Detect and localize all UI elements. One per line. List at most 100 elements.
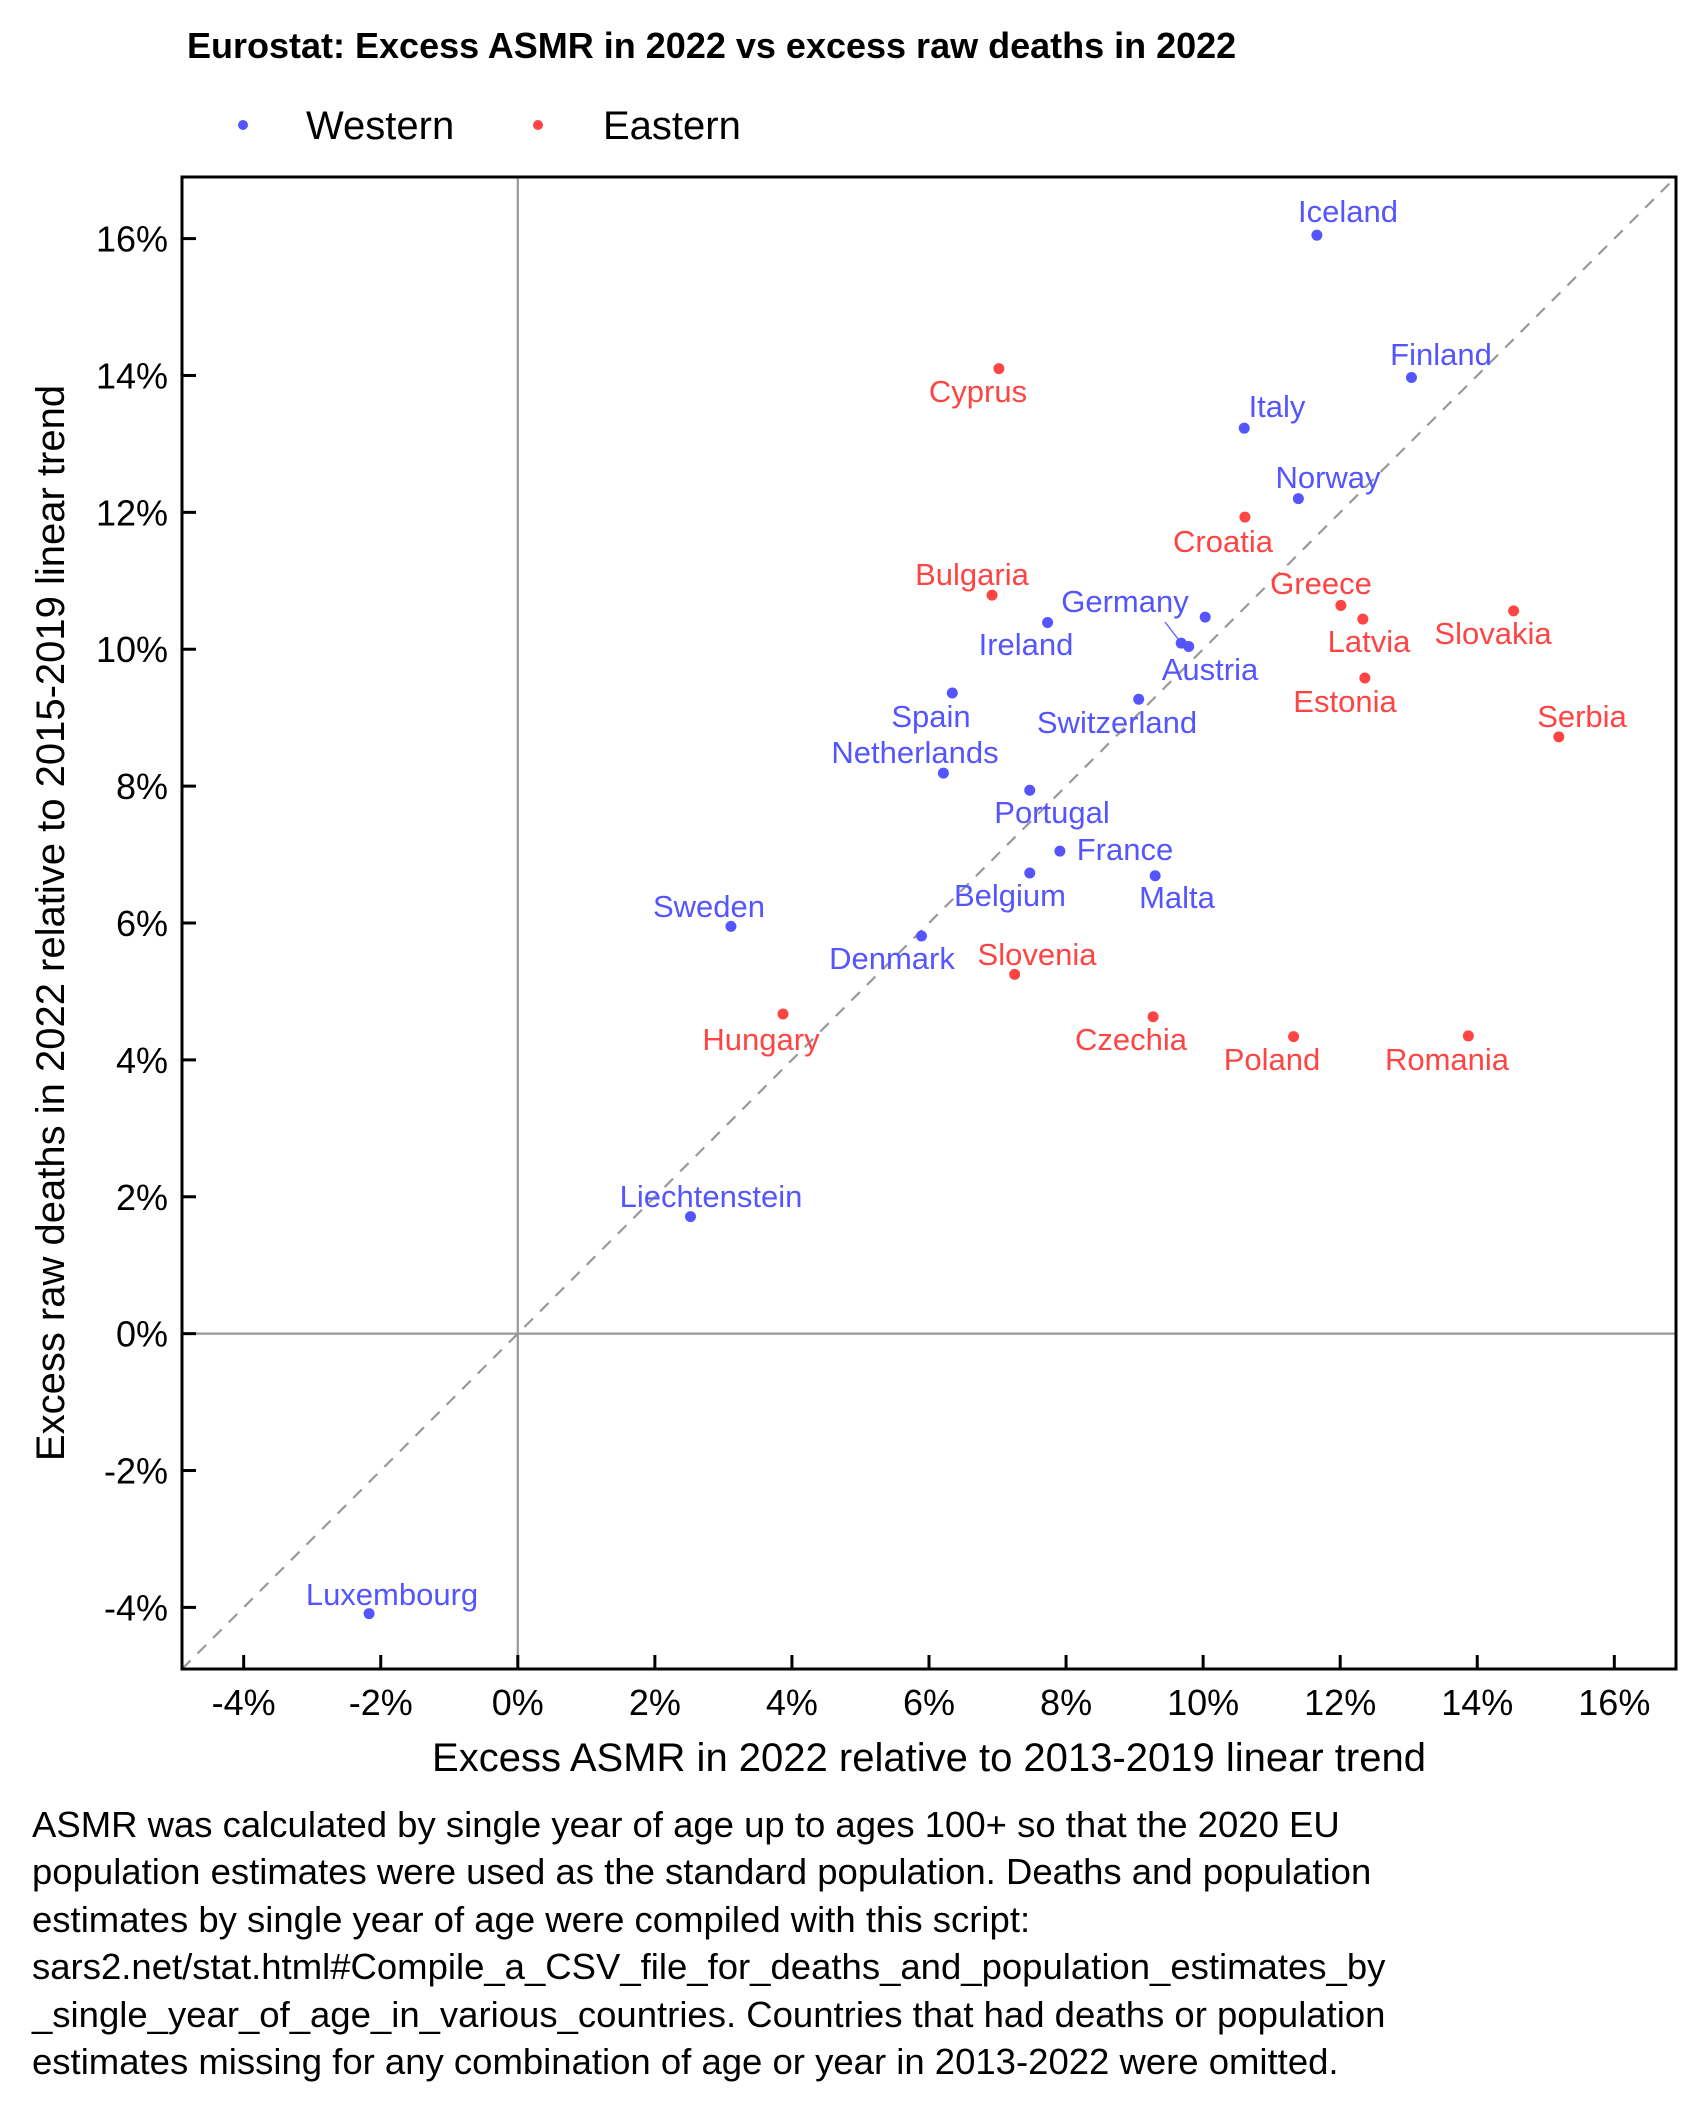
y-tick-label: 2% [116,1177,168,1218]
x-tick-label: 2% [629,1682,681,1723]
data-point-estonia [1359,672,1371,684]
y-tick-label: 16% [96,219,168,260]
data-label-ireland: Ireland [979,627,1074,662]
data-point-cyprus [993,363,1005,375]
data-label-czechia: Czechia [1075,1022,1188,1057]
x-tick-label: 14% [1441,1682,1513,1723]
y-tick-label: -2% [104,1451,168,1492]
data-label-portugal: Portugal [994,795,1109,830]
data-point-latvia [1357,613,1369,625]
data-label-serbia: Serbia [1537,699,1627,734]
data-label-denmark: Denmark [829,941,955,976]
y-tick-label: 4% [116,1040,168,1081]
plot-area: -4% -2% 0% 2% 4% 6% 8% 10% 12% 14% 16% -4% -2% 0% 2% 4%… [96,175,1678,1723]
data-point-ireland [1042,617,1054,629]
data-label-spain: Spain [891,699,970,734]
data-point-greece [1335,599,1347,611]
y-tick-label: 8% [116,766,168,807]
data-label-norway: Norway [1275,460,1381,495]
legend: Western Eastern [238,104,741,148]
data-point-luxembourg [363,1608,375,1620]
data-point-austria [1183,641,1195,653]
footnote: ASMR was calculated by single year of ag… [31,1804,1386,2082]
x-axis-title: Excess ASMR in 2022 relative to 2013-201… [432,1736,1426,1780]
data-point-spain [946,687,958,699]
data-label-germany: Germany [1061,584,1189,619]
x-tick-label: -2% [349,1682,413,1723]
data-label-slovakia: Slovakia [1434,616,1552,651]
data-point-slovakia [1508,605,1520,617]
data-point-czechia [1147,1011,1159,1023]
data-label-greece: Greece [1270,566,1372,601]
data-point-france [1054,845,1066,857]
footnote-line: estimates by single year of age were com… [32,1899,1030,1940]
data-label-austria: Austria [1162,652,1259,687]
data-label-cyprus: Cyprus [929,374,1027,409]
x-tick-label: 0% [492,1682,544,1723]
data-label-italy: Italy [1249,389,1306,424]
data-label-belgium: Belgium [954,878,1066,913]
footnote-line: population estimates were used as the st… [32,1851,1371,1892]
data-label-hungary: Hungary [702,1022,820,1057]
data-label-latvia: Latvia [1328,624,1411,659]
data-point-portugal [1024,784,1036,796]
data-point-finland [1405,372,1417,384]
data-label-luxembourg: Luxembourg [306,1577,478,1612]
data-label-slovenia: Slovenia [978,937,1098,972]
y-tick-label: 12% [96,492,168,533]
y-axis-title: Excess raw deaths in 2022 relative to 20… [29,385,73,1461]
data-label-france: France [1077,832,1173,867]
data-label-sweden: Sweden [653,889,765,924]
footnote-line: _single_year_of_age_in_various_countries… [31,1994,1385,2035]
data-point-croatia [1239,511,1251,523]
data-point-norway [1292,493,1304,505]
y-tick-label: 6% [116,903,168,944]
x-tick-label: 12% [1304,1682,1376,1723]
footnote-line: sars2.net/stat.html#Compile_a_CSV_file_f… [32,1946,1386,1987]
data-point-sweden [725,920,737,932]
data-label-bulgaria: Bulgaria [915,557,1029,592]
data-label-finland: Finland [1390,337,1492,372]
footnote-line: ASMR was calculated by single year of ag… [32,1804,1340,1845]
x-tick-label: 6% [903,1682,955,1723]
data-label-croatia: Croatia [1173,524,1274,559]
data-label-liechtenstein: Liechtenstein [620,1179,803,1214]
legend-label-western: Western [306,104,454,148]
data-label-malta: Malta [1139,880,1216,915]
x-tick-label: 8% [1040,1682,1092,1723]
data-point-malta [1149,870,1161,882]
x-tick-label: 4% [766,1682,818,1723]
data-point-belgium [1024,867,1036,879]
data-label-poland: Poland [1224,1042,1321,1077]
data-point-denmark [915,930,927,942]
data-label-switzerland: Switzerland [1037,705,1197,740]
x-tick-label: 10% [1167,1682,1239,1723]
data-point-romania [1462,1030,1474,1042]
legend-label-eastern: Eastern [603,104,741,148]
data-point-iceland [1311,229,1323,241]
data-label-netherlands: Netherlands [831,735,998,770]
y-tick-label: 0% [116,1314,168,1355]
data-point-hungary [777,1008,789,1020]
data-point-poland [1288,1031,1300,1043]
data-point-switzerland [1133,693,1145,705]
data-label-romania: Romania [1385,1042,1510,1077]
data-point-slovenia [1009,968,1021,980]
data-point-netherlands [937,767,949,779]
data-label-iceland: Iceland [1298,194,1398,229]
data-point-bulgaria [986,589,998,601]
y-tick-label: 14% [96,355,168,396]
legend-marker-eastern [533,120,543,130]
data-point-serbia [1553,731,1565,743]
x-tick-label: 16% [1578,1682,1650,1723]
y-tick-label: 10% [96,629,168,670]
data-point-liechtenstein [685,1211,697,1223]
data-label-estonia: Estonia [1293,684,1397,719]
x-tick-label: -4% [212,1682,276,1723]
data-point-unlabeled [1199,611,1211,623]
legend-marker-western [238,120,248,130]
chart-title: Eurostat: Excess ASMR in 2022 vs excess … [187,25,1236,66]
y-tick-label: -4% [104,1587,168,1628]
footnote-line: estimates missing for any combination of… [32,2041,1339,2082]
